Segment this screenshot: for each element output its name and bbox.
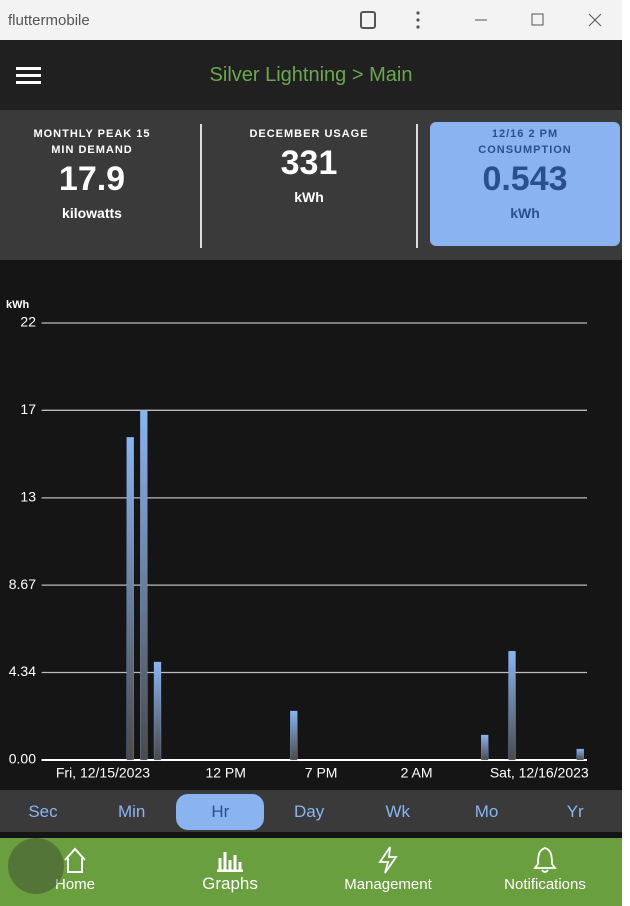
stat-label: MONTHLY PEAK 15 MIN DEMAND <box>33 128 151 156</box>
bar <box>576 748 584 761</box>
nav-label: Home <box>54 876 95 893</box>
x-tick-label: Fri, 12/15/2023 <box>56 765 150 781</box>
x-tick-label: 7 PM <box>305 765 338 781</box>
stat-unit: kWh <box>294 189 324 205</box>
stat-card: DECEMBER USAGE 331 kWh <box>214 122 404 246</box>
range-tab[interactable]: Wk <box>385 802 411 821</box>
bar <box>140 409 148 761</box>
y-tick-label: 17 <box>20 401 36 417</box>
window-controls[interactable] <box>355 8 605 32</box>
nav-label: Notifications <box>504 876 586 893</box>
range-tab[interactable]: Hr <box>176 794 265 830</box>
y-tick-label: 8.67 <box>9 576 36 592</box>
nav-label: Management <box>344 876 432 893</box>
x-tick-label: 2 AM <box>401 765 433 781</box>
graphs-icon <box>217 852 243 872</box>
range-tab[interactable]: Min <box>117 802 146 821</box>
x-tick-label: 12 PM <box>205 765 245 781</box>
bar <box>153 661 162 761</box>
nav-item[interactable]: Graphs <box>165 838 295 906</box>
range-tab[interactable]: Mo <box>474 802 499 821</box>
stat-unit: kWh <box>510 205 540 221</box>
stat-value: 331 <box>280 144 338 182</box>
stat-value: 0.543 <box>482 160 568 198</box>
x-tick-label: Sat, 12/16/2023 <box>490 765 589 781</box>
window-title: fluttermobile <box>8 12 90 29</box>
bottom-nav: Home Graphs Management Notifications <box>0 838 622 906</box>
nav-label: Graphs <box>202 874 258 893</box>
y-tick-label: 0.00 <box>9 751 36 767</box>
stat-label: DECEMBER USAGE <box>249 128 369 140</box>
home-icon <box>64 847 86 873</box>
app-title: Silver Lightning > Main <box>209 64 413 86</box>
bar <box>481 734 489 761</box>
overlay-button[interactable] <box>8 838 64 894</box>
stat-value: 17.9 <box>58 160 126 198</box>
range-tab[interactable]: Yr <box>566 802 584 821</box>
nav-item[interactable]: Management <box>323 838 453 906</box>
y-axis-title: kWh <box>6 299 30 311</box>
stats-panel: MONTHLY PEAK 15 MIN DEMAND 17.9 kilowatt… <box>0 110 622 260</box>
range-tabs: Sec Min Hr Day Wk Mo Yr <box>0 790 622 832</box>
separator <box>416 124 418 248</box>
bar <box>290 710 298 761</box>
y-tick-label: 22 <box>20 314 36 330</box>
bar <box>508 650 516 761</box>
nav-item[interactable]: Home <box>10 838 140 906</box>
separator <box>200 124 202 248</box>
window-titlebar: fluttermobile <box>0 0 622 40</box>
stat-card: MONTHLY PEAK 15 MIN DEMAND 17.9 kilowatt… <box>0 122 187 246</box>
management-icon <box>378 846 398 874</box>
bell-icon <box>533 847 557 873</box>
stat-card[interactable]: 12/16 2 PM CONSUMPTION 0.543 kWh <box>430 122 620 246</box>
range-tab[interactable]: Day <box>293 802 325 821</box>
y-tick-label: 13 <box>20 489 36 505</box>
menu-icon[interactable] <box>16 66 42 84</box>
nav-item[interactable]: Notifications <box>480 838 610 906</box>
app-bar: Silver Lightning > Main <box>0 40 622 110</box>
bar <box>126 437 134 761</box>
window-edge <box>622 0 630 906</box>
range-tab[interactable]: Sec <box>28 802 58 821</box>
stat-unit: kilowatts <box>62 205 122 221</box>
stat-label: 12/16 2 PM CONSUMPTION <box>478 128 572 156</box>
chart: kWh 0.00 4.34 8.67 13 17 22 Fri, 12/15/2023 12 … <box>6 299 589 781</box>
y-tick-label: 4.34 <box>9 663 36 679</box>
